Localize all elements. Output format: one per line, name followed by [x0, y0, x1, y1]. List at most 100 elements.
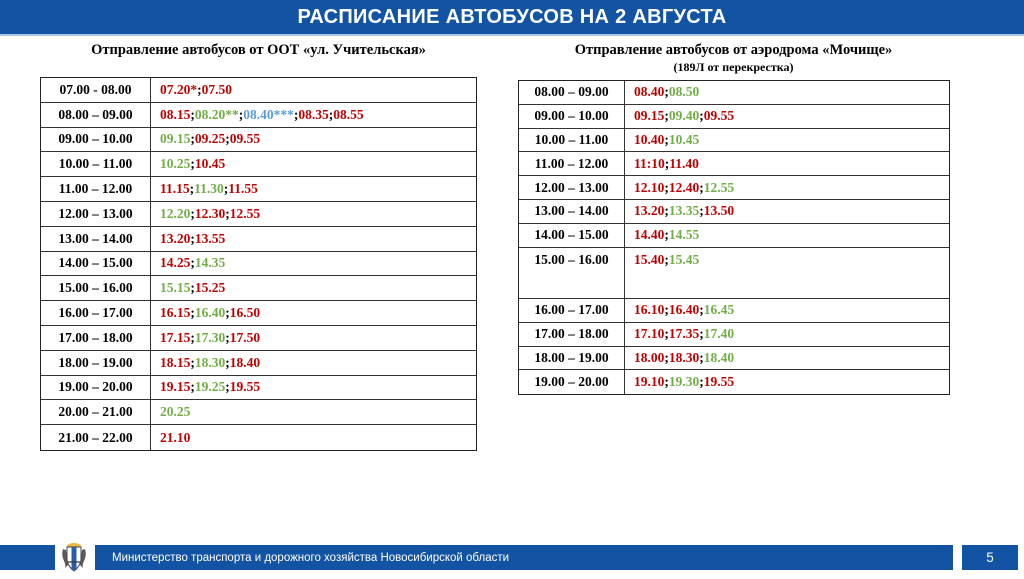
separator: ; — [225, 305, 230, 321]
time-range-cell: 15.00 – 16.00 — [519, 247, 625, 299]
novosibirsk-coat-of-arms-icon — [59, 541, 89, 574]
table-row: 10.00 – 11.00 10.40; 10.45 — [519, 128, 949, 153]
departure-time: 20.25 — [160, 404, 191, 420]
departure-times-cell: 19.10; 19.30; 19.55 — [625, 370, 949, 394]
table-row: 10.00 – 11.00 10.25; 10.45 — [41, 152, 476, 178]
departure-times-cell: 13.20; 13.55 — [151, 227, 476, 251]
time-range-cell: 10.00 – 11.00 — [41, 152, 151, 177]
departure-time: 10.40 — [634, 131, 665, 147]
departure-time: 09.55 — [703, 108, 735, 124]
departure-time: 11.55 — [228, 181, 258, 197]
table-row: 19.00 – 20.00 19.10; 19.30; 19.55 — [519, 370, 949, 395]
separator: ; — [190, 280, 195, 296]
separator: ; — [328, 106, 334, 122]
departure-time: 08.55 — [333, 106, 364, 122]
departure-time: 12.40 — [668, 179, 700, 195]
departure-times-cell: 21.10 — [151, 425, 476, 450]
table-row: 12.00 – 13.00 12.20; 12.30; 12.55 — [41, 201, 476, 227]
separator: ; — [223, 181, 229, 197]
separator: ; — [664, 84, 669, 100]
separator: ; — [699, 350, 704, 366]
table-row: 07.00 - 08.00 07.20*; 07.50 — [41, 78, 476, 103]
time-range-cell: 07.00 - 08.00 — [41, 78, 151, 102]
departure-time: 07.50 — [201, 81, 232, 97]
separator: ; — [664, 179, 669, 195]
departure-times-cell: 14.25; 14.35 — [151, 252, 476, 276]
time-range-cell: 14.00 – 15.00 — [519, 223, 625, 247]
time-range-cell: 20.00 – 21.00 — [41, 400, 151, 425]
departure-time: 14.35 — [194, 255, 226, 271]
time-range-cell: 19.00 – 20.00 — [41, 375, 151, 400]
table-row: 18.00 – 19.00 18.15; 18.30; 18.40 — [41, 350, 476, 376]
separator: ; — [190, 106, 195, 122]
separator: ; — [190, 205, 195, 221]
departure-time: 13.50 — [703, 203, 735, 219]
departure-time: 11.40 — [669, 155, 699, 171]
separator: ; — [225, 379, 230, 395]
separator: ; — [664, 227, 669, 243]
table-row: 16.00 – 17.00 16.15; 16.40; 16.50 — [41, 301, 476, 326]
departure-times-cell: 15.15; 15.25 — [151, 276, 476, 300]
departure-time: 18.00 — [634, 350, 665, 366]
departure-time: 09.15 — [634, 108, 665, 124]
separator: ; — [664, 350, 669, 366]
departure-time: 18.30 — [668, 350, 700, 366]
departure-times-cell: 18.00; 18.30; 18.40 — [625, 347, 949, 370]
table-row: 17.00 – 18.00 17.10; 17.35; 17.40 — [519, 322, 949, 347]
departure-times-cell: 20.25 — [151, 400, 476, 424]
departure-time: 16.40 — [668, 302, 700, 318]
departure-time: 11:10 — [634, 155, 665, 171]
departure-time: 16.10 — [634, 302, 665, 318]
time-range-cell: 09.00 – 10.00 — [519, 104, 625, 128]
table-row: 13.00 – 14.00 13.20; 13.35; 13.50 — [519, 199, 949, 224]
header-bar: РАСПИСАНИЕ АВТОБУСОВ НА 2 АВГУСТА — [0, 0, 1024, 36]
separator: ; — [225, 354, 230, 370]
time-range-cell: 13.00 – 14.00 — [519, 199, 625, 223]
ministry-label: Министерство транспорта и дорожного хозя… — [112, 551, 510, 564]
separator: ; — [293, 106, 299, 122]
departure-time: 13.35 — [668, 203, 700, 219]
departure-time: 08.40 — [634, 84, 665, 100]
departure-time: 15.40 — [634, 251, 665, 267]
time-range-cell: 14.00 – 15.00 — [41, 251, 151, 276]
departure-time: 10.45 — [668, 131, 700, 147]
departure-time: 21.10 — [160, 429, 191, 445]
separator: ; — [699, 108, 704, 124]
departure-times-cell: 13.20; 13.35; 13.50 — [625, 200, 949, 223]
mochishche-schedule-table: 08.00 – 09.00 08.40; 08.50 09.00 – 10.00 09… — [518, 80, 950, 396]
departure-time: 10.25 — [160, 156, 191, 172]
departure-time: 09.15 — [160, 131, 191, 147]
departure-time: 19.25 — [194, 379, 226, 395]
departure-time: 18.40 — [703, 350, 735, 366]
time-range-cell: 16.00 – 17.00 — [519, 299, 625, 322]
page-number: 5 — [986, 550, 994, 565]
separator: ; — [664, 203, 669, 219]
table-row: 15.00 – 16.00 15.15; 15.25 — [41, 276, 476, 302]
departure-times-cell: 16.10; 16.40; 16.45 — [625, 299, 949, 322]
departure-time: 07.20* — [160, 81, 198, 97]
departure-time: 12.10 — [634, 179, 665, 195]
departure-time: 14.55 — [668, 227, 700, 243]
table-row: 09.00 – 10.00 09.15; 09.25; 09.55 — [41, 127, 476, 153]
time-range-cell: 12.00 – 13.00 — [41, 201, 151, 226]
time-range-cell: 18.00 – 19.00 — [519, 346, 625, 370]
departure-times-cell: 18.15; 18.30; 18.40 — [151, 351, 476, 375]
separator: ; — [699, 374, 704, 390]
departure-time: 12.55 — [229, 205, 261, 221]
table-row: 16.00 – 17.00 16.10; 16.40; 16.45 — [519, 299, 949, 323]
separator: ; — [190, 329, 195, 345]
table-row: 11.00 – 12.00 11:10; 11.40 — [519, 152, 949, 177]
departure-time: 08.40*** — [243, 106, 294, 122]
departure-time: 17.35 — [668, 326, 700, 342]
departure-time: 12.20 — [160, 205, 191, 221]
table-row: 21.00 – 22.00 21.10 — [41, 425, 476, 450]
departure-time: 13.20 — [160, 230, 191, 246]
separator: ; — [238, 106, 244, 122]
departure-time: 08.50 — [668, 84, 700, 100]
departure-time: 16.15 — [160, 305, 191, 321]
departure-time: 16.50 — [229, 305, 261, 321]
time-range-cell: 17.00 – 18.00 — [41, 325, 151, 350]
departure-time: 16.40 — [194, 305, 226, 321]
page-number-box: 5 — [962, 545, 1018, 570]
separator: ; — [664, 155, 670, 171]
